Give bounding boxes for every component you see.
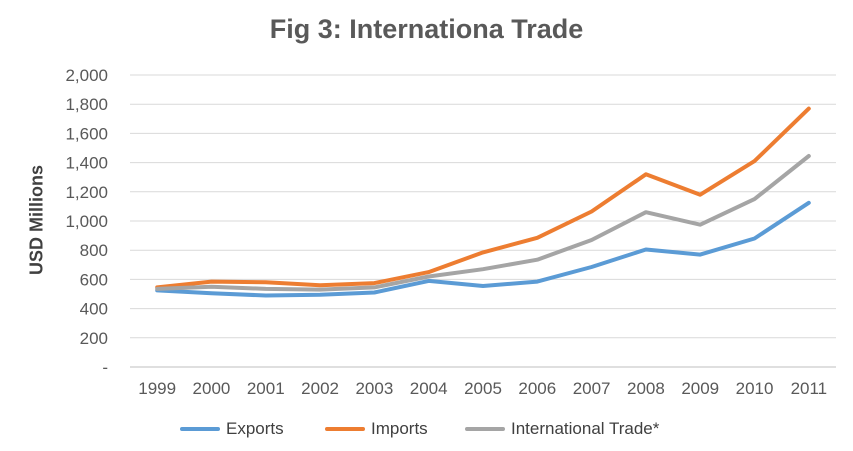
x-tick-label: 2000 bbox=[193, 379, 231, 398]
x-tick-label: 2002 bbox=[301, 379, 339, 398]
y-tick-label: - bbox=[102, 358, 108, 377]
series-line-imports bbox=[155, 106, 811, 290]
x-tick-label: 1999 bbox=[138, 379, 176, 398]
legend-item: International Trade* bbox=[465, 419, 659, 439]
x-tick-label: 2008 bbox=[627, 379, 665, 398]
x-tick-label: 2004 bbox=[410, 379, 448, 398]
x-tick-label: 2010 bbox=[736, 379, 774, 398]
x-tick-label: 2011 bbox=[791, 379, 828, 398]
y-tick-label: 1,800 bbox=[65, 95, 108, 114]
legend-label: Imports bbox=[371, 419, 428, 438]
chart-title: Fig 3: Internationa Trade bbox=[269, 14, 584, 44]
legend-swatch bbox=[465, 427, 505, 431]
legend: Exports Imports International Trade* bbox=[0, 419, 853, 443]
y-tick-label: 600 bbox=[80, 270, 108, 289]
series-line-international-trade bbox=[155, 154, 811, 292]
y-tick-label: 1,200 bbox=[65, 183, 108, 202]
legend-item: Imports bbox=[325, 419, 428, 439]
y-tick-label: 1,600 bbox=[65, 124, 108, 143]
legend-swatch bbox=[325, 427, 365, 431]
x-tick-label: 2006 bbox=[518, 379, 556, 398]
series-line-exports bbox=[155, 200, 811, 298]
y-tick-label: 200 bbox=[80, 329, 108, 348]
y-tick-label: 1,400 bbox=[65, 154, 108, 173]
y-tick-label: 400 bbox=[80, 300, 108, 319]
y-tick-label: 1,000 bbox=[65, 212, 108, 231]
legend-swatch bbox=[180, 427, 220, 431]
x-tick-label: 2005 bbox=[464, 379, 502, 398]
legend-label: Exports bbox=[226, 419, 284, 438]
x-tick-label: 2007 bbox=[573, 379, 611, 398]
legend-label: International Trade* bbox=[511, 419, 660, 438]
y-tick-label: 800 bbox=[80, 241, 108, 260]
y-tick-label: 2,000 bbox=[65, 66, 108, 85]
x-tick-label: 2003 bbox=[355, 379, 393, 398]
legend-item: Exports bbox=[180, 419, 284, 439]
x-tick-label: 2001 bbox=[247, 379, 285, 398]
x-tick-label: 2009 bbox=[681, 379, 719, 398]
